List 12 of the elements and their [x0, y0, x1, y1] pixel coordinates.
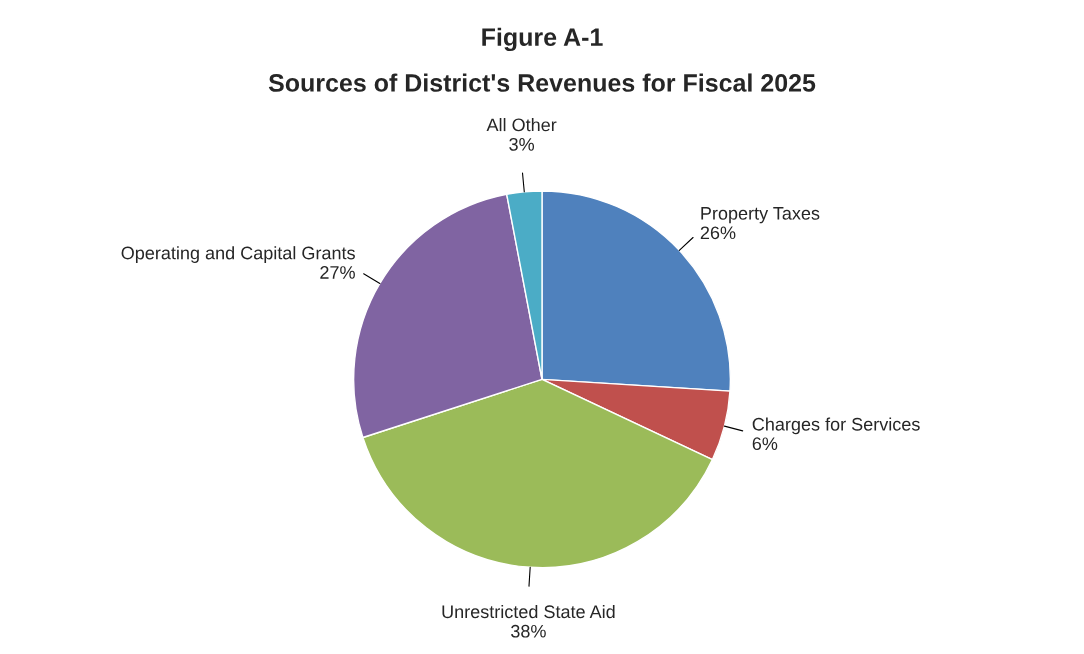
data-label: 27%: [320, 266, 355, 279]
data-label: 3%: [509, 137, 535, 151]
slice-label: Operating and Capital Grants: [121, 246, 355, 263]
chart-subtitle: Sources of District's Revenues for Fiscal 2025: [268, 73, 816, 92]
slice-label: Property Taxes: [701, 207, 820, 224]
data-label: 26%: [700, 226, 736, 240]
chart-title: Figure A-1: [482, 27, 603, 52]
slice-label: Charges for Services: [752, 417, 920, 435]
data-label: 6%: [752, 437, 778, 451]
slice-label: All Other: [486, 118, 557, 132]
slice-label: Unrestricted State Aid: [442, 604, 615, 619]
data-label: 38%: [511, 624, 546, 638]
